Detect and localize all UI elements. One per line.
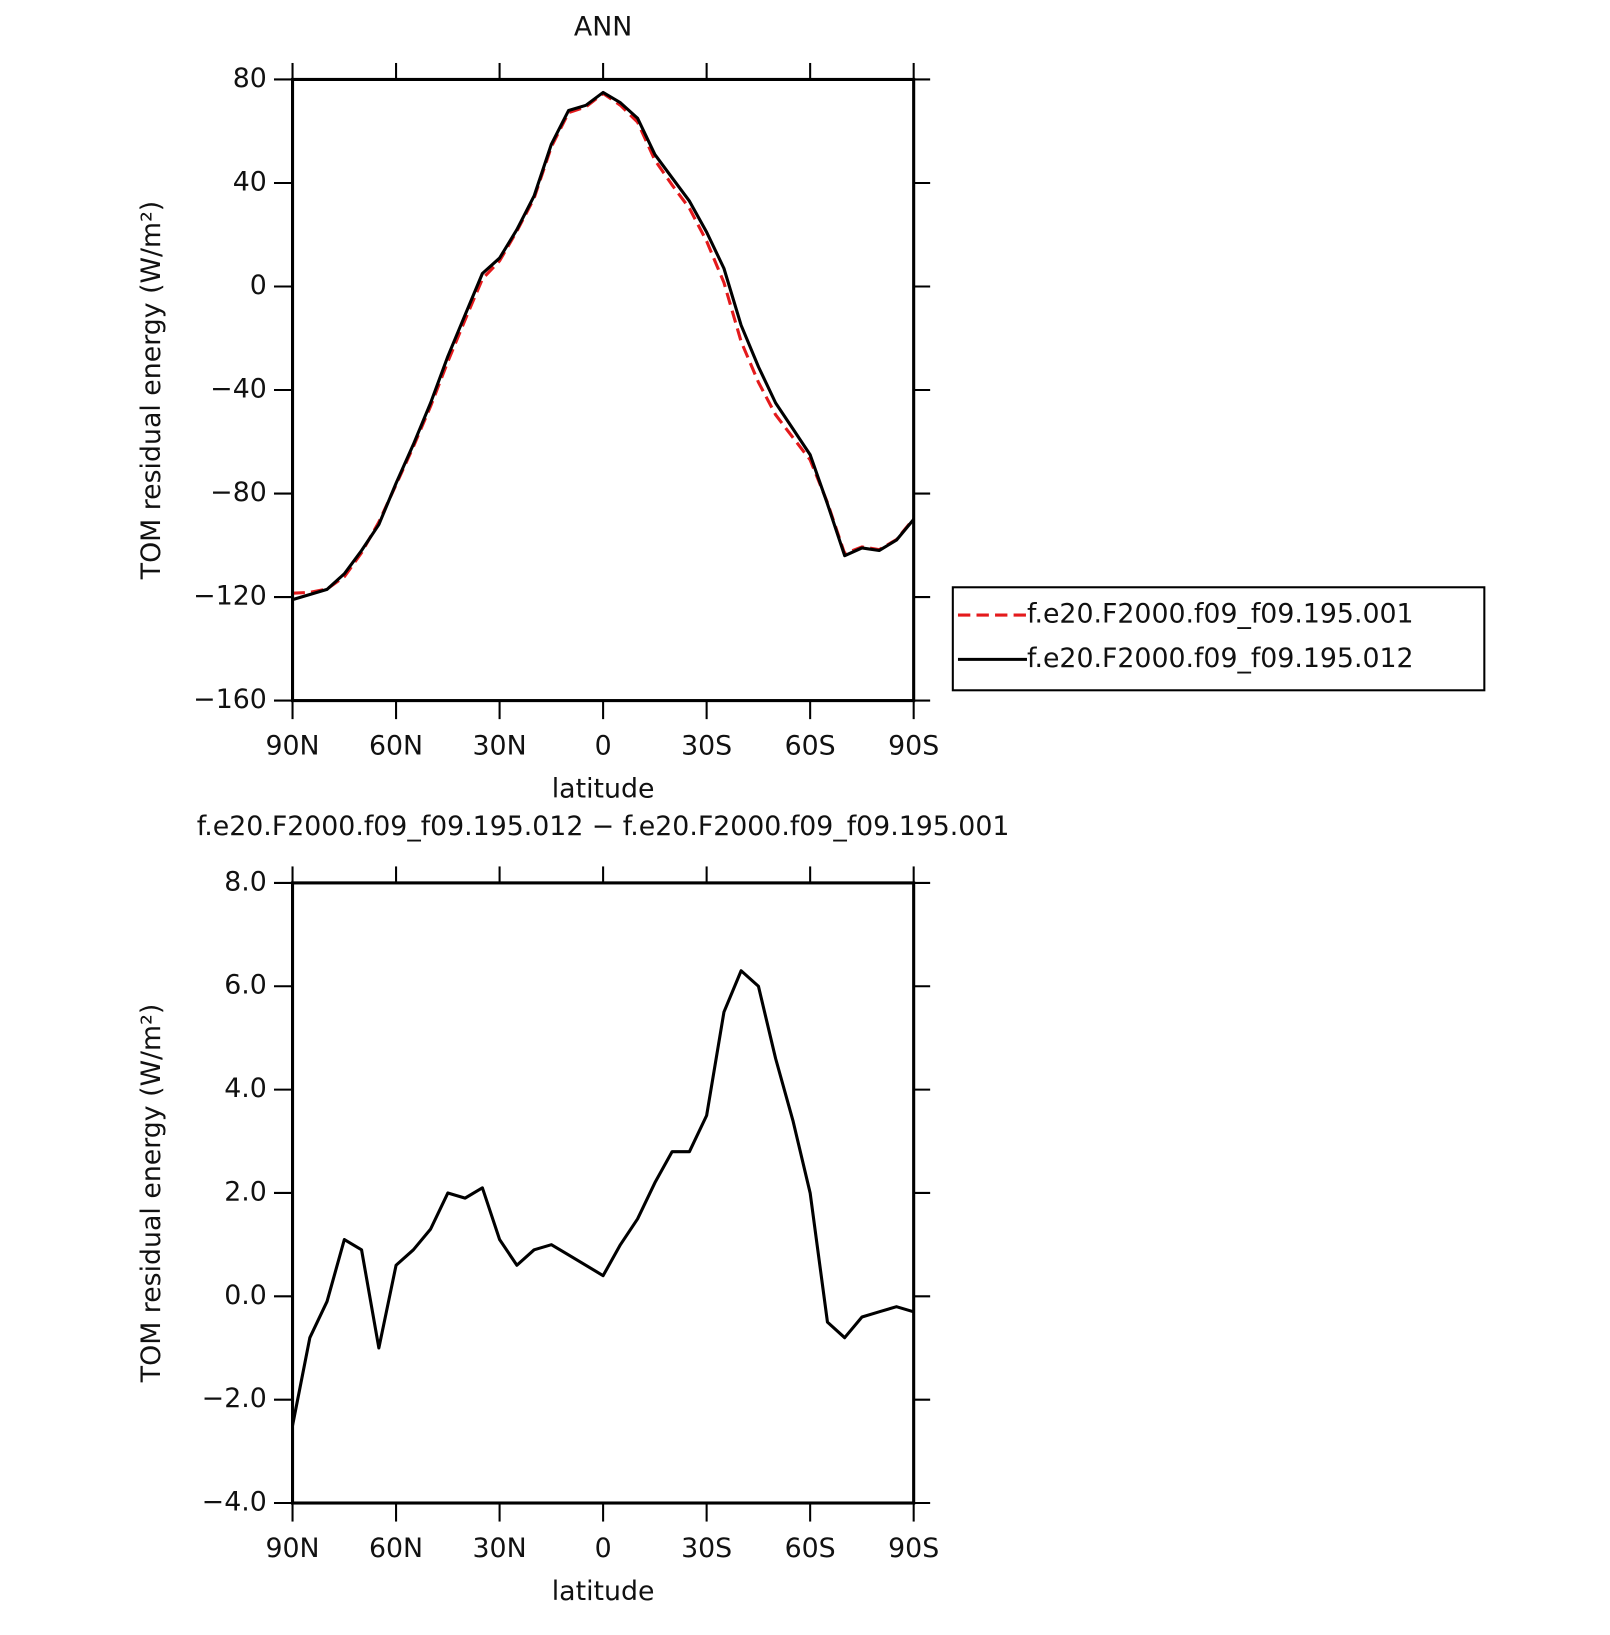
legend-box	[951, 586, 1486, 692]
x-tick-label: 90S	[888, 730, 939, 761]
chart-title: ANN	[574, 11, 632, 42]
x-tick-label: 60S	[785, 1533, 836, 1564]
chart-title: f.e20.F2000.f09_f09.195.012 − f.e20.F200…	[197, 811, 1010, 842]
x-tick-label: 0	[595, 1533, 612, 1564]
y-tick-label: 8.0	[224, 866, 267, 897]
x-tick-label: 30S	[681, 1533, 732, 1564]
plot-frame	[290, 881, 916, 1505]
data-line	[292, 91, 915, 595]
y-tick-label: −40	[210, 374, 267, 405]
x-axis-label: latitude	[552, 1576, 655, 1607]
legend-label: f.e20.F2000.f09_f09.195.012	[1027, 643, 1414, 674]
x-tick-label: 90N	[265, 1533, 319, 1564]
x-tick-label: 90S	[888, 1533, 939, 1564]
x-tick-label: 30N	[473, 1533, 527, 1564]
x-tick-label: 0	[595, 730, 612, 761]
y-tick-label: −80	[210, 477, 267, 508]
x-tick-label: 90N	[265, 730, 319, 761]
y-tick-label: 4.0	[224, 1073, 267, 1104]
y-tick-label: 80	[233, 63, 267, 94]
y-tick-label: 2.0	[224, 1176, 267, 1207]
y-tick-label: −120	[193, 581, 267, 612]
x-tick-label: 30S	[681, 730, 732, 761]
data-line	[292, 90, 915, 602]
x-tick-label: 60S	[785, 730, 836, 761]
y-tick-label: 40	[233, 166, 267, 197]
y-tick-label: 6.0	[224, 970, 267, 1001]
legend-label: f.e20.F2000.f09_f09.195.001	[1027, 599, 1414, 630]
data-line	[291, 969, 915, 1426]
y-tick-label: 0.0	[224, 1280, 267, 1311]
x-tick-label: 60N	[369, 1533, 423, 1564]
x-axis-label: latitude	[552, 774, 655, 805]
y-axis-label: TOM residual energy (W/m²)	[136, 201, 167, 581]
x-tick-label: 30N	[473, 730, 527, 761]
y-tick-label: −4.0	[202, 1487, 267, 1518]
y-tick-label: 0	[250, 270, 267, 301]
plot-frame	[290, 77, 916, 703]
y-tick-label: −160	[193, 684, 267, 715]
y-tick-label: −2.0	[202, 1383, 267, 1414]
y-axis-label: TOM residual energy (W/m²)	[136, 1004, 167, 1384]
x-tick-label: 60N	[369, 730, 423, 761]
